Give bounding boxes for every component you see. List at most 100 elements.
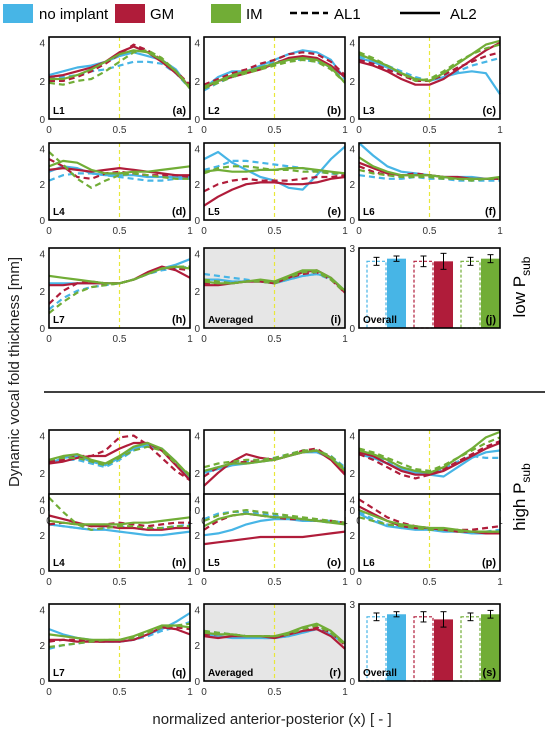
panel-frame — [203, 36, 346, 120]
series-line-IM-AL2 — [203, 512, 346, 528]
panel-d: 0 2 4 0 0.5 1 L4 (d) — [39, 142, 193, 237]
bar-GM-AL2 — [434, 261, 453, 328]
bar-no_implant-AL2 — [387, 258, 406, 328]
x-tick-label: 0 — [46, 577, 52, 588]
y-tick-label: 0 — [39, 115, 45, 126]
error-bar-IM-AL2 — [487, 609, 494, 619]
series-line-GM-AL1 — [203, 174, 346, 193]
legend-label: AL2 — [450, 6, 477, 23]
panel-id-label: L5 — [208, 558, 220, 569]
bar-IM-AL2 — [481, 614, 500, 681]
panel-frame — [358, 603, 501, 682]
x-tick-label: 1 — [342, 687, 348, 698]
legend-label: GM — [150, 6, 174, 23]
panel-letter: (c) — [483, 105, 497, 117]
error-bar-GM-AL2 — [440, 252, 447, 270]
y-tick-label: 4 — [39, 495, 45, 506]
y-tick-label: 2 — [39, 469, 45, 480]
y-tick-label: 4 — [194, 39, 200, 50]
panel-id-label: L4 — [53, 558, 65, 569]
y-tick-label: 0 — [194, 506, 200, 517]
series-line-IM-AL1 — [48, 49, 191, 88]
panel-letter: (j) — [486, 314, 497, 326]
series-line-IM-AL1 — [48, 151, 190, 189]
series-line-no_implant-AL1 — [203, 159, 346, 177]
series-line-IM-AL2 — [203, 449, 346, 472]
x-tick-label: 0.5 — [268, 687, 282, 698]
series-line-no_implant-AL1 — [358, 174, 500, 182]
section-label-low: low Psub — [510, 256, 533, 317]
x-tick-label: 0.5 — [268, 226, 282, 237]
panel-letter: (h) — [172, 314, 186, 326]
legend-swatch — [115, 4, 145, 23]
series-line-IM-AL2 — [48, 265, 191, 285]
panel-frame — [203, 493, 346, 572]
series-line-IM-AL1 — [203, 449, 346, 470]
error-bar-IM-AL1 — [467, 612, 474, 622]
y-tick-label: 2 — [194, 180, 200, 191]
y-tick-label: 0 — [349, 677, 355, 688]
panel-id-label: Averaged — [208, 315, 253, 326]
error-bar-GM-AL2 — [440, 611, 447, 628]
x-tick-label: 1 — [342, 226, 348, 237]
y-tick-label: 2 — [349, 531, 355, 542]
y-tick-label: 4 — [194, 144, 200, 155]
series-line-IM-AL1 — [358, 516, 500, 533]
panel-q: 0 2 4 0 0.5 1 L7 (q) — [39, 603, 193, 698]
x-tick-label: 0 — [46, 334, 52, 345]
y-tick-label: 0 — [349, 216, 355, 227]
x-tick-label: 0.5 — [113, 577, 127, 588]
x-tick-label: 0.5 — [268, 125, 282, 136]
panel-frame — [48, 493, 191, 572]
y-tick-label: 0 — [194, 324, 200, 335]
x-tick-label: 1 — [187, 577, 193, 588]
panel-j: 0 3 Overall (j) — [349, 244, 501, 335]
x-tick-label: 0 — [356, 577, 362, 588]
x-tick-label: 0 — [46, 125, 52, 136]
y-tick-label: 4 — [349, 432, 355, 443]
panel-r: 0 2 4 0 0.5 1 Averaged (r) — [194, 603, 348, 698]
panel-letter: (p) — [482, 557, 496, 569]
series-line-GM-AL2 — [203, 175, 346, 207]
panel-frame — [358, 36, 501, 120]
x-tick-label: 1 — [497, 577, 503, 588]
series-line-GM-AL1 — [203, 51, 346, 86]
panel-id-label: Averaged — [208, 668, 253, 679]
panel-frame — [48, 247, 191, 329]
panel-background — [49, 248, 190, 328]
legend-entry-IM: IM — [211, 4, 263, 23]
x-tick-label: 0.5 — [268, 577, 282, 588]
x-tick-label: 0.5 — [268, 334, 282, 345]
y-tick-label: 0 — [39, 324, 45, 335]
panel-id-label: L3 — [363, 106, 375, 117]
error-bar-IM-AL2 — [487, 254, 494, 264]
legend-entry-no_implant: no implant — [3, 4, 109, 23]
y-tick-label: 0 — [194, 677, 200, 688]
y-tick-label: 0 — [349, 115, 355, 126]
y-tick-label: 4 — [194, 250, 200, 261]
series-line-IM-AL1 — [358, 436, 501, 472]
series-line-GM-AL2 — [48, 45, 191, 88]
panel-frame — [203, 603, 346, 682]
x-tick-label: 0 — [201, 226, 207, 237]
panel-letter: (a) — [173, 105, 187, 117]
x-tick-label: 1 — [497, 226, 503, 237]
panel-letter: (n) — [172, 557, 186, 569]
series-line-IM-AL1 — [48, 445, 191, 476]
x-tick-label: 0.5 — [423, 125, 437, 136]
series-line-IM-AL2 — [48, 441, 191, 478]
panel-id-label: L2 — [208, 106, 220, 117]
panel-letter: (f) — [485, 206, 496, 218]
y-tick-label: 0 — [349, 506, 355, 517]
panel-id-label: L4 — [53, 207, 65, 218]
x-tick-label: 0 — [201, 687, 207, 698]
x-tick-label: 0 — [201, 334, 207, 345]
y-tick-label: 4 — [39, 39, 45, 50]
y-tick-label: 0 — [349, 567, 355, 578]
bar-no_implant-AL2 — [387, 614, 406, 681]
y-tick-label: 2 — [39, 641, 45, 652]
x-tick-label: 1 — [187, 226, 193, 237]
